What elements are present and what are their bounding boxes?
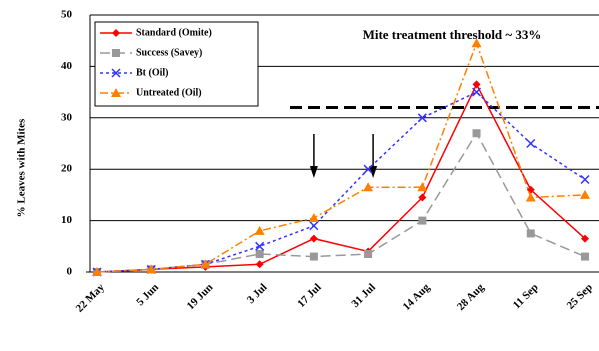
y-tick-label: 40 [61,60,73,72]
y-tick-label: 10 [61,214,73,226]
data-point [526,229,535,238]
data-point [308,213,319,223]
data-point [417,113,427,123]
legend-marker [112,49,120,57]
data-point [472,87,482,97]
y-tick-label: 0 [67,266,73,278]
data-point [418,193,427,202]
data-point [254,225,265,235]
x-tick-label: 14 Aug [401,281,433,313]
x-tick-label: 22 May [74,281,108,315]
data-point [417,182,428,192]
data-point [309,221,319,231]
data-point [471,38,482,48]
y-tick-label: 30 [61,111,73,123]
legend-label: Untreated (Oil) [136,87,202,98]
x-tick-label: 28 Aug [455,281,487,313]
data-point [309,234,318,243]
data-point [418,216,427,225]
data-point [581,234,589,243]
legend-marker [111,68,121,78]
y-tick-label: 50 [61,9,73,21]
x-tick-label: 3 Jul [245,281,270,306]
data-point [200,259,211,269]
x-tick-label: 17 Jul [295,281,324,310]
x-tick-label: 5 Jun [134,281,161,308]
x-tick-label: 11 Sep [511,281,541,311]
legend-box [94,21,259,107]
y-tick-label: 20 [61,163,73,175]
data-point [92,267,102,276]
x-tick-label: 25 Sep [565,281,595,311]
data-point [255,250,264,259]
x-tick-label: 19 Jun [185,281,216,312]
data-point [472,129,481,138]
series-line [96,41,586,273]
data-point [580,174,590,185]
legend-marker [112,29,120,37]
data-point [580,189,590,199]
series-line [96,91,586,273]
data-point [472,80,481,89]
arrow-head [369,166,378,178]
arrow-head [309,166,318,178]
data-point [146,264,157,274]
data-point [255,260,264,269]
data-point [255,241,265,251]
data-point [309,252,318,261]
data-point [525,192,536,202]
legend-label: Bt (Oil) [136,67,169,78]
data-point [581,252,589,261]
y-axis-label: % Leaves with Mites [16,118,28,217]
legend-marker [111,88,121,97]
series-line [96,82,586,273]
x-tick-label: 31 Jul [349,281,378,310]
data-point [526,138,536,149]
data-point [363,164,373,174]
data-point [363,182,374,192]
data-point [364,250,373,259]
legend-label: Success (Savey) [136,47,202,58]
data-point [526,185,535,194]
annotation: Mite treatment threshold ~ 33% [363,27,542,42]
legend-label: Standard (Omite) [136,27,212,38]
